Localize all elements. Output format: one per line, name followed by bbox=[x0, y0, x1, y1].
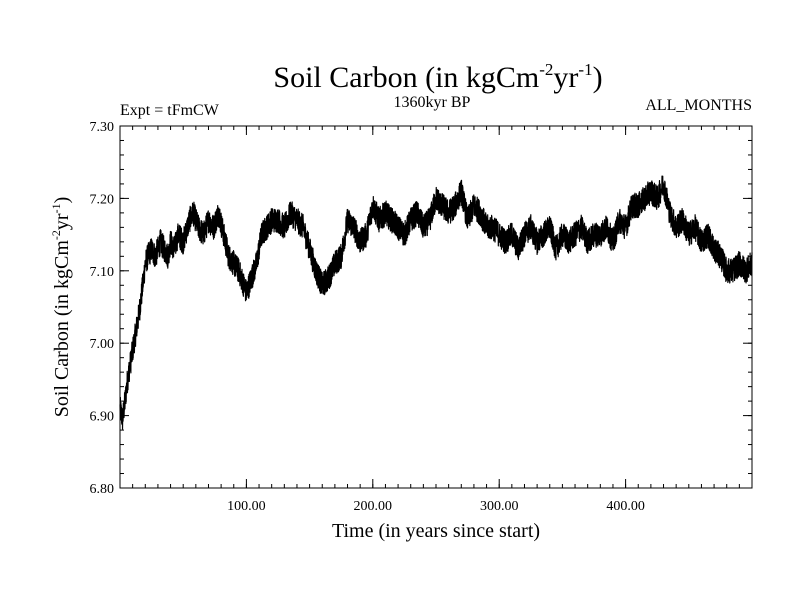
minor-ticks bbox=[119, 125, 753, 489]
chart-title: Soil Carbon (in kgCm-2yr-1) bbox=[273, 60, 602, 94]
tick-labels: 100.00 200.00 300.00 400.00 6.80 6.90 7.00 7.10… bbox=[90, 120, 645, 514]
x-tick-label: 400.00 bbox=[606, 499, 645, 514]
x-tick-label: 200.00 bbox=[354, 499, 393, 514]
x-tick-label: 100.00 bbox=[227, 499, 266, 514]
y-tick-label: 7.10 bbox=[90, 265, 115, 280]
x-axis-label: Time (in years since start) bbox=[332, 520, 540, 542]
series-line-soil-carbon bbox=[119, 175, 753, 430]
period-label: 1360kyr BP bbox=[394, 94, 471, 111]
y-tick-label: 7.20 bbox=[90, 192, 115, 207]
x-tick-label: 300.00 bbox=[480, 499, 519, 514]
months-label: ALL_MONTHS bbox=[645, 97, 752, 114]
plot-frame bbox=[119, 125, 753, 489]
experiment-label: Expt = tFmCW bbox=[120, 102, 220, 119]
y-tick-label: 7.30 bbox=[90, 120, 115, 135]
y-axis-label: Soil Carbon (in kgCm-2yr-1) bbox=[49, 197, 73, 418]
y-tick-label: 6.90 bbox=[90, 410, 115, 425]
series-group bbox=[119, 175, 753, 430]
major-ticks bbox=[120, 125, 752, 489]
y-tick-label: 6.80 bbox=[90, 482, 115, 497]
y-tick-label: 7.00 bbox=[90, 337, 115, 352]
